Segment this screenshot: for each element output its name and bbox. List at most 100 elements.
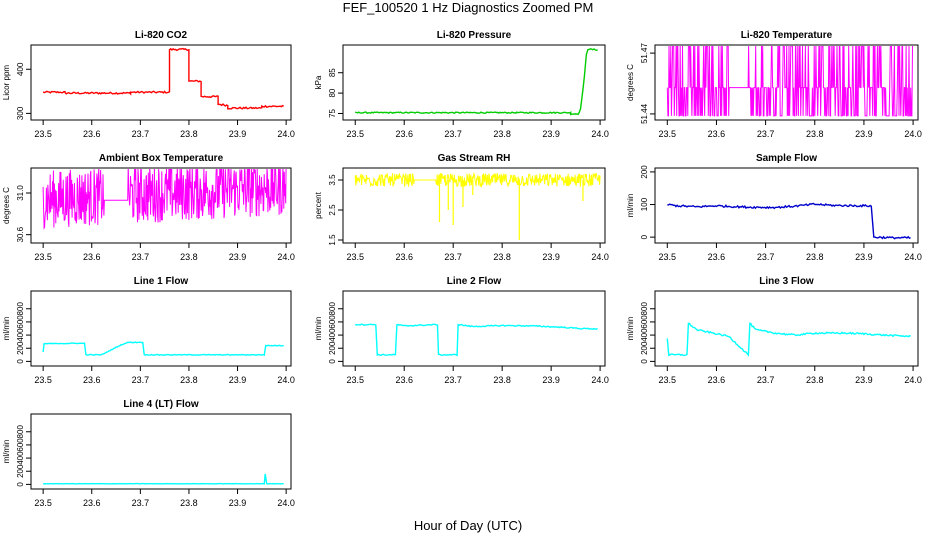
y-tick-label: 400 bbox=[16, 62, 25, 76]
x-tick-label: 24.0 bbox=[591, 129, 609, 139]
x-tick-label: 23.7 bbox=[444, 375, 462, 385]
y-tick-label: 85 bbox=[328, 68, 337, 77]
y-axis-label: ml/min bbox=[2, 440, 11, 464]
x-tick-label: 23.6 bbox=[708, 252, 726, 262]
y-axis-label: Licor ppm bbox=[2, 65, 11, 100]
y-tick-label: 600 bbox=[640, 315, 649, 329]
series-line bbox=[354, 48, 598, 116]
series-line bbox=[666, 46, 914, 117]
y-tick-label: 600 bbox=[16, 315, 25, 329]
chart-panel-pressure: Li-820 Pressure 23.5 23.6 23.7 23.8 23.9 24.0 7… bbox=[314, 30, 609, 139]
figure-title: FEF_100520 1 Hz Diagnostics Zoomed PM bbox=[342, 0, 594, 15]
y-tick-label: 0 bbox=[640, 359, 649, 364]
x-tick-label: 23.8 bbox=[493, 375, 511, 385]
y-axis-label: degrees C bbox=[2, 187, 11, 224]
x-tick-label: 23.8 bbox=[806, 252, 824, 262]
x-tick-label: 23.8 bbox=[180, 129, 198, 139]
x-tick-label: 24.0 bbox=[591, 375, 609, 385]
x-tick-label: 23.8 bbox=[806, 375, 824, 385]
x-tick-label: 24.0 bbox=[277, 498, 295, 508]
x-tick-label: 23.8 bbox=[806, 129, 824, 139]
x-tick-label: 23.7 bbox=[132, 498, 150, 508]
y-axis-label: ml/min bbox=[626, 317, 635, 341]
y-tick-label: 200 bbox=[16, 464, 25, 478]
y-tick-label: 600 bbox=[16, 438, 25, 452]
x-tick-label: 23.8 bbox=[493, 252, 511, 262]
x-tick-label: 23.6 bbox=[395, 375, 413, 385]
x-tick-label: 23.9 bbox=[229, 129, 247, 139]
series-line bbox=[43, 473, 284, 485]
y-tick-label: 31.0 bbox=[16, 185, 25, 201]
chart-title: Line 3 Flow bbox=[759, 276, 814, 287]
x-tick-label: 24.0 bbox=[904, 129, 922, 139]
x-tick-label: 23.6 bbox=[395, 129, 413, 139]
x-tick-label: 23.9 bbox=[855, 129, 873, 139]
plot-frame bbox=[30, 167, 292, 244]
x-tick-label: 23.9 bbox=[855, 375, 873, 385]
x-tick-label: 24.0 bbox=[904, 375, 922, 385]
x-tick-label: 23.9 bbox=[542, 375, 560, 385]
x-tick-label: 23.6 bbox=[83, 252, 101, 262]
x-tick-label: 24.0 bbox=[277, 375, 295, 385]
x-tick-label: 23.5 bbox=[659, 375, 677, 385]
chart-title: Gas Stream RH bbox=[438, 153, 511, 164]
plot-frame bbox=[30, 413, 292, 490]
x-tick-label: 23.8 bbox=[493, 129, 511, 139]
x-tick-label: 23.8 bbox=[180, 375, 198, 385]
x-tick-label: 23.5 bbox=[346, 129, 364, 139]
x-tick-label: 23.5 bbox=[34, 375, 52, 385]
chart-panel-line3: Line 3 Flow 23.5 23.6 23.7 23.8 23.9 24.0 0 2004… bbox=[626, 276, 922, 385]
y-axis-label: degrees C bbox=[626, 64, 635, 101]
y-tick-label: 600 bbox=[328, 315, 337, 329]
y-tick-label: 51.47 bbox=[640, 43, 649, 64]
chart-panel-line2: Line 2 Flow 23.5 23.6 23.7 23.8 23.9 24.0 0 2004… bbox=[314, 276, 609, 385]
x-tick-label: 23.9 bbox=[229, 252, 247, 262]
x-tick-label: 23.5 bbox=[34, 498, 52, 508]
x-tick-label: 23.6 bbox=[83, 129, 101, 139]
plot-frame bbox=[342, 167, 606, 244]
x-tick-label: 23.7 bbox=[132, 129, 150, 139]
chart-panel-sample_flow: Sample Flow 23.5 23.6 23.7 23.8 23.9 24.0 0 100 2… bbox=[626, 153, 922, 262]
x-tick-label: 23.6 bbox=[708, 129, 726, 139]
chart-panel-rh: Gas Stream RH 23.5 23.6 23.7 23.8 23.9 24.0 1.5… bbox=[314, 153, 609, 262]
y-tick-label: 0 bbox=[640, 234, 649, 239]
x-tick-label: 23.6 bbox=[83, 498, 101, 508]
y-tick-label: 0 bbox=[328, 359, 337, 364]
chart-panel-line1: Line 1 Flow 23.5 23.6 23.7 23.8 23.9 24.0 0 2004… bbox=[2, 276, 295, 385]
y-tick-label: 800 bbox=[16, 302, 25, 316]
y-tick-label: 400 bbox=[640, 328, 649, 342]
x-tick-label: 23.9 bbox=[542, 252, 560, 262]
y-axis-label: ml/min bbox=[2, 317, 11, 341]
chart-title: Li-820 CO2 bbox=[135, 30, 188, 41]
x-tick-label: 23.5 bbox=[34, 129, 52, 139]
chart-panel-line4: Line 4 (LT) Flow 23.5 23.6 23.7 23.8 23.9 24.0… bbox=[2, 399, 295, 508]
chart-panel-temp: Li-820 Temperature 23.5 23.6 23.7 23.8 23.9 24… bbox=[626, 30, 922, 139]
y-tick-label: 3.5 bbox=[328, 174, 337, 186]
x-tick-label: 24.0 bbox=[277, 252, 295, 262]
x-tick-label: 23.5 bbox=[346, 252, 364, 262]
x-tick-label: 23.7 bbox=[132, 375, 150, 385]
y-tick-label: 51.44 bbox=[640, 103, 649, 124]
series-line bbox=[42, 47, 285, 110]
x-tick-label: 23.5 bbox=[659, 252, 677, 262]
series-line bbox=[355, 323, 598, 357]
y-tick-label: 30.6 bbox=[16, 226, 25, 242]
y-tick-label: 400 bbox=[16, 451, 25, 465]
series-line bbox=[42, 341, 284, 357]
chart-title: Li-820 Temperature bbox=[741, 30, 833, 41]
series-line bbox=[354, 171, 601, 189]
plot-frame bbox=[654, 290, 919, 367]
y-axis-label: kPa bbox=[314, 75, 323, 89]
chart-panel-co2: Li-820 CO2 23.5 23.6 23.7 23.8 23.9 24.0 300 400… bbox=[2, 30, 295, 139]
y-tick-label: 0 bbox=[16, 359, 25, 364]
chart-title: Ambient Box Temperature bbox=[99, 153, 224, 164]
y-tick-label: 75 bbox=[328, 108, 337, 117]
x-tick-label: 23.7 bbox=[444, 129, 462, 139]
x-tick-label: 23.8 bbox=[180, 498, 198, 508]
y-axis-label: ml/min bbox=[314, 317, 323, 341]
x-tick-label: 23.5 bbox=[659, 129, 677, 139]
x-tick-label: 23.7 bbox=[132, 252, 150, 262]
y-tick-label: 800 bbox=[16, 425, 25, 439]
